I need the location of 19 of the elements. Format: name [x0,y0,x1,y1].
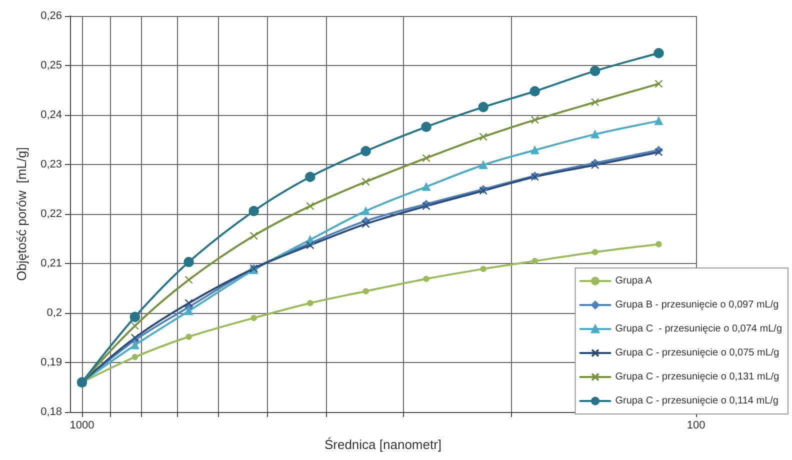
x-tick-label: 1000 [70,420,94,432]
legend-label: Grupa B - przesunięcie o 0,097 mL/g [615,300,779,310]
legend-label: Grupa A [615,276,652,286]
y-tick-label: 0,23 [40,158,62,170]
y-tick-label: 0,25 [40,60,62,72]
legend-label: Grupa C - przesunięcie o 0,114 mL/g [615,396,778,406]
y-axis-title: Objętość porów [mL/g] [14,147,29,281]
y-tick-label: 0,18 [40,406,62,418]
legend-label: Grupa C - przesunięcie o 0,074 mL/g [615,324,782,334]
x-tick-label: 100 [686,420,706,432]
y-tick-label: 0,24 [40,109,62,121]
y-tick-label: 0,19 [40,356,62,368]
y-tick-label: 0,21 [40,258,62,270]
legend-label: Grupa C - przesunięcie o 0,075 mL/g [615,348,780,358]
y-tick-label: 0,26 [40,10,62,22]
y-tick-label: 0,2 [46,307,62,319]
x-axis-title: Średnica [nanometr] [324,437,442,452]
y-tick-label: 0,22 [40,208,62,220]
legend-label: Grupa C - przesunięcie o 0,131 mL/g [615,372,780,382]
